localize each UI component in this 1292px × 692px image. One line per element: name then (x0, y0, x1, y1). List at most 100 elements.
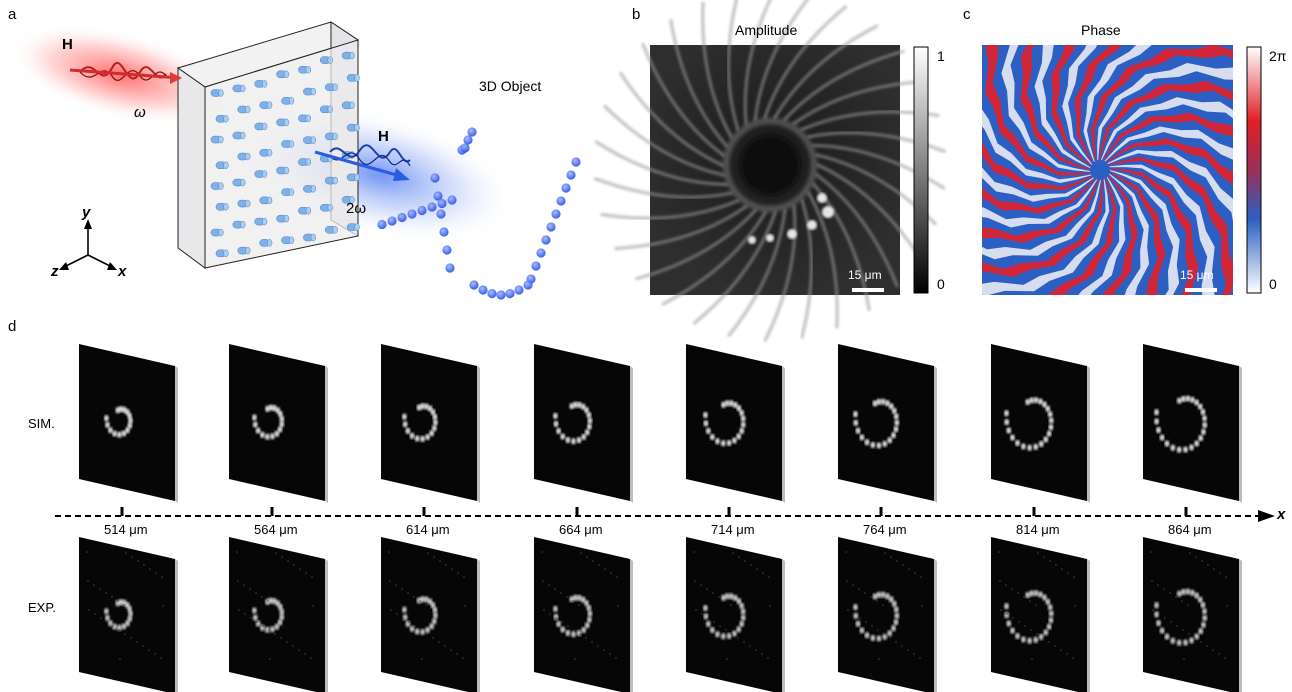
intensity-spot (255, 620, 261, 627)
scalebar-b (852, 288, 884, 292)
intensity-spot (402, 421, 408, 428)
nanopillar (303, 136, 317, 144)
intensity-spot (703, 420, 709, 427)
nanopillar (237, 105, 251, 114)
nanopillar (232, 178, 246, 187)
intensity-spot (429, 623, 435, 630)
sim-frame (838, 344, 937, 503)
intensity-spot (1020, 443, 1026, 450)
intensity-spot (893, 618, 899, 626)
intensity-spot (739, 427, 745, 435)
intensity-spot (429, 430, 435, 437)
intensity-spot (1025, 398, 1031, 406)
nanopillar (341, 195, 355, 204)
nanopillar (303, 233, 317, 242)
nanopillar (215, 161, 229, 170)
intensity-spot (1043, 436, 1049, 443)
intensity-spot (420, 402, 425, 410)
intensity-spot (127, 605, 132, 613)
nanopillar (346, 74, 360, 82)
intensity-spot (726, 439, 732, 447)
nanopillar (298, 158, 312, 166)
intensity-spot (571, 437, 576, 445)
intensity-spot (268, 597, 274, 604)
intensity-spot (103, 608, 109, 615)
nanopillar (259, 196, 273, 205)
propagation-axis-label: x (1277, 506, 1286, 523)
intensity-spot (425, 626, 430, 634)
intensity-spot (586, 604, 592, 612)
intensity-spot (893, 413, 899, 420)
intensity-spot (1197, 596, 1203, 603)
intensity-spot (587, 610, 593, 617)
intensity-spot (1194, 440, 1200, 447)
nanopillar (259, 239, 273, 247)
omega-label: ω (134, 104, 146, 121)
position-label: 864 μm (1168, 522, 1212, 537)
intensity-spot (279, 608, 285, 616)
object-voxel (514, 285, 524, 295)
intensity-spot (560, 626, 566, 633)
axis-label-z: z (51, 263, 59, 280)
sim-frames (79, 344, 1242, 503)
intensity-spot (1004, 409, 1009, 417)
intensity-spot (1202, 614, 1208, 622)
intensity-spot (1037, 398, 1043, 405)
nanopillar (324, 83, 338, 91)
two-omega-label: 2ω (346, 200, 367, 217)
nanopillar (210, 89, 224, 97)
fundamental-wave (69, 61, 182, 84)
intensity-spot (252, 614, 258, 621)
intensity-spot (709, 433, 715, 441)
object-label: 3D Object (479, 78, 542, 94)
intensity-spot (409, 432, 415, 439)
object-voxel (546, 222, 556, 232)
intensity-spot (107, 426, 113, 434)
object-voxel (433, 191, 443, 201)
nanopillar (232, 220, 246, 229)
intensity-spot (581, 433, 587, 441)
intensity-spot (1033, 636, 1039, 644)
object-voxel (387, 216, 397, 226)
intensity-spot (433, 419, 438, 426)
intensity-spot (1027, 444, 1033, 451)
intensity-spot (864, 632, 870, 639)
intensity-spot (1201, 621, 1206, 629)
intensity-spot (584, 406, 589, 414)
h-field-in-label: H (62, 36, 73, 53)
panel-letter-c: c (963, 6, 971, 23)
intensity-spot (740, 421, 746, 428)
intensity-spot (553, 412, 558, 420)
phase-colorbar (1246, 46, 1262, 294)
intensity-spot (1033, 589, 1039, 597)
intensity-spot (586, 616, 592, 623)
exp-frame (381, 537, 480, 692)
intensity-spot (1185, 588, 1191, 595)
intensity-spot (432, 606, 438, 614)
intensity-spot (1154, 611, 1159, 618)
intensity-spot (891, 600, 897, 608)
position-label: 764 μm (863, 522, 907, 537)
object-voxel (551, 209, 561, 219)
exp-frames (79, 537, 1242, 692)
intensity-spot (565, 436, 571, 444)
object-voxel (469, 280, 479, 290)
intensity-spot (1156, 619, 1161, 627)
nanopillar (303, 87, 317, 96)
intensity-spot (870, 634, 876, 642)
intensity-spot (252, 421, 258, 428)
object-voxel (460, 143, 470, 153)
intensity-spot (893, 425, 899, 433)
intensity-spot (884, 400, 890, 407)
nanopillar (346, 173, 360, 182)
intensity-spot (1176, 639, 1182, 646)
object-voxel (417, 205, 427, 216)
amplitude-title: Amplitude (735, 22, 798, 38)
intensity-spot (1045, 405, 1051, 412)
intensity-spot (1194, 592, 1199, 599)
intensity-spot (894, 419, 900, 426)
intensity-spot (1189, 637, 1194, 644)
intensity-spot (876, 635, 882, 642)
exp-frame (686, 537, 785, 692)
scalebar-c-label: 15 μm (1180, 268, 1214, 282)
